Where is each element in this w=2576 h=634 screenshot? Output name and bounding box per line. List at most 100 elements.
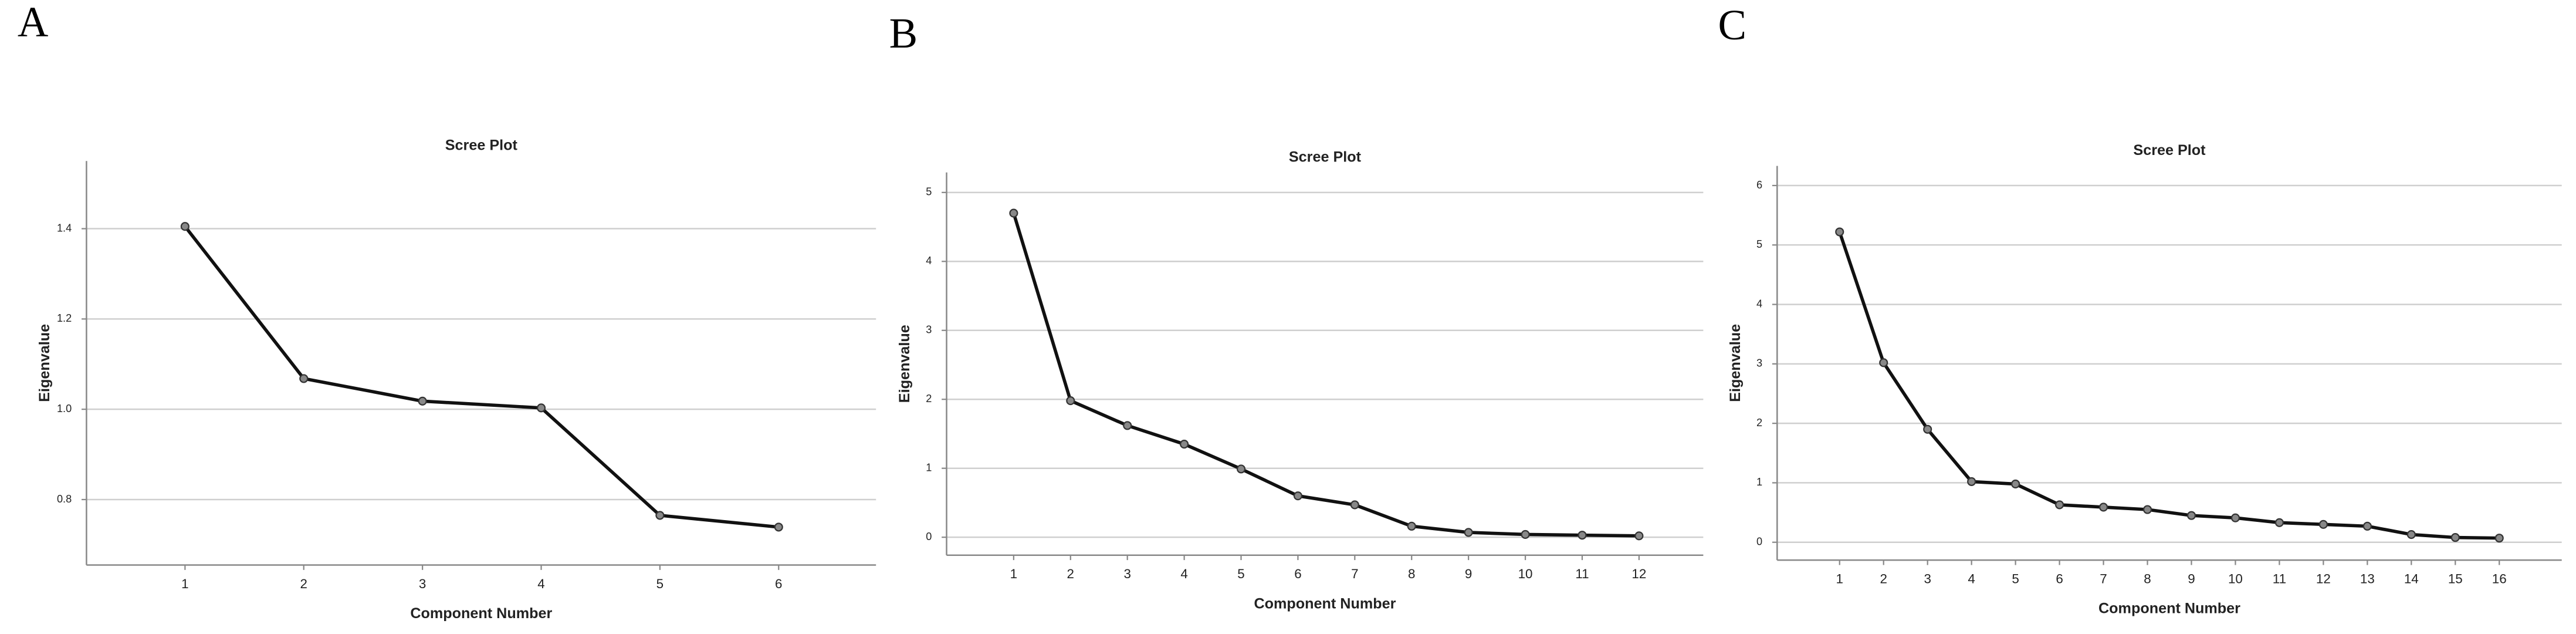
y-tick-label: 0 [926,531,932,542]
point [1634,531,1644,541]
point [2318,520,2328,529]
x-tick-label: 1 [181,576,188,591]
chart-title: Scree Plot [1289,149,1362,165]
chart-title: Scree Plot [2133,142,2206,158]
x-axis-label: Component Number [2098,601,2240,617]
point [1123,421,1132,430]
y-tick-label: 0.8 [57,493,72,505]
panel-label: C [1718,1,1747,49]
x-tick-label: 12 [2316,572,2331,586]
x-tick-label: 3 [1924,572,1931,586]
point [1009,208,1018,218]
x-tick-label: 9 [2188,572,2195,586]
y-tick-label: 1.4 [57,222,72,234]
x-tick-label: 4 [1180,566,1187,581]
x-tick-label: 3 [419,576,426,591]
point [1464,528,1473,537]
point [774,522,783,532]
y-axis-label: Eigenvalue [36,324,53,402]
x-axis-label: Component Number [410,605,552,622]
point [299,374,309,383]
y-tick-label: 6 [1756,179,1762,191]
chart-title: Scree Plot [445,137,518,154]
x-tick-label: 1 [1836,572,1843,586]
y-tick-label: 0 [1756,536,1762,548]
panel-label: B [889,9,918,57]
y-tick-label: 3 [926,324,932,336]
y-tick-label: 1.0 [57,403,72,414]
point [1835,227,1844,237]
x-tick-label: 5 [656,576,664,591]
x-tick-label: 7 [2100,572,2107,586]
x-tick-label: 16 [2492,572,2507,586]
point [2362,521,2372,531]
x-tick-label: 2 [1880,572,1887,586]
chart-panel: A Scree Plot Component Number Eigenvalue 0.8… [18,0,876,622]
x-tick-label: 15 [2448,572,2463,586]
point [2098,503,2108,512]
x-tick-label: 2 [1067,566,1074,581]
y-tick-label: 5 [926,186,932,198]
y-tick-label: 1 [926,461,932,473]
x-tick-label: 5 [1237,566,1244,581]
point [1066,396,1075,406]
x-tick-label: 3 [1123,566,1130,581]
y-tick-label: 2 [1756,417,1762,429]
point [1293,491,1302,501]
point [1236,464,1246,474]
x-tick-label: 10 [2228,572,2243,586]
point [180,222,189,231]
x-tick-label: 1 [1010,566,1017,581]
x-tick-label: 11 [2273,572,2286,586]
x-tick-label: 6 [775,576,782,591]
point [1350,500,1359,510]
x-tick-label: 8 [1408,566,1415,581]
point [1578,531,1587,540]
x-tick-label: 7 [1351,566,1358,581]
point [2406,530,2416,539]
point [1879,358,1888,367]
y-tick-label: 3 [1756,358,1762,369]
x-tick-label: 4 [1968,572,1975,586]
line [1012,213,1639,538]
point [2450,533,2460,542]
y-tick-label: 4 [1756,298,1762,309]
point [2494,534,2504,543]
line [1838,231,2500,540]
point [2011,479,2020,489]
point [2230,513,2240,522]
point [1521,530,1530,539]
y-tick-label: 1 [1756,476,1762,488]
point [2186,511,2196,520]
y-axis-label: Eigenvalue [1727,324,1744,402]
y-axis-label: Eigenvalue [896,325,913,403]
point [2055,500,2064,510]
y-tick-label: 5 [1756,238,1762,250]
x-tick-label: 14 [2404,572,2419,586]
point [2274,518,2284,527]
x-tick-label: 12 [1631,566,1646,581]
y-tick-label: 1.2 [57,312,72,324]
x-tick-label: 9 [1465,566,1472,581]
point [536,403,546,413]
point [1923,424,1932,434]
point [655,511,665,520]
point [1967,477,1976,486]
x-tick-label: 6 [1294,566,1301,581]
point [1180,440,1189,449]
x-tick-label: 2 [300,576,307,591]
x-tick-label: 11 [1575,566,1589,581]
x-tick-label: 10 [1518,566,1533,581]
x-tick-label: 8 [2144,572,2151,586]
y-tick-label: 2 [926,393,932,404]
panel-label: A [18,0,49,45]
x-axis-label: Component Number [1254,595,1396,612]
point [1407,521,1416,531]
x-tick-label: 13 [2360,572,2375,586]
point [418,396,427,406]
y-tick-label: 4 [926,255,932,267]
